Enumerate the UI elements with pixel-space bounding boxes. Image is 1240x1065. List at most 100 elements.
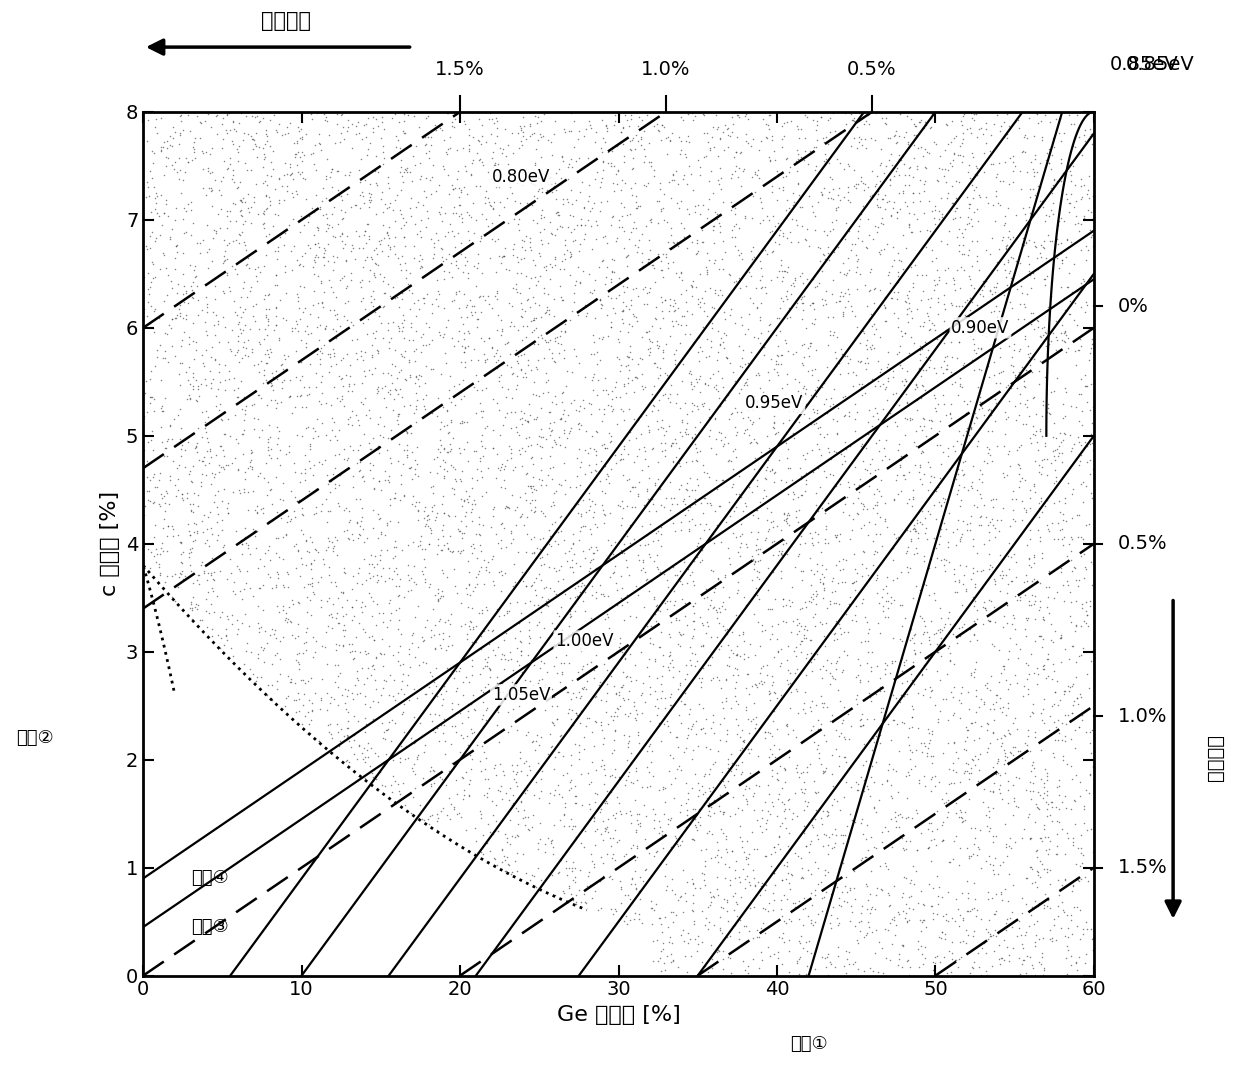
Point bbox=[619, 118, 639, 135]
Point bbox=[898, 563, 918, 580]
Point bbox=[1037, 765, 1056, 782]
Point bbox=[998, 651, 1018, 668]
Point bbox=[572, 216, 591, 233]
Point bbox=[525, 374, 544, 391]
Point bbox=[676, 594, 696, 611]
Point bbox=[572, 217, 591, 234]
Point bbox=[403, 331, 423, 348]
Point bbox=[915, 141, 935, 158]
Point bbox=[910, 318, 930, 335]
Point bbox=[693, 617, 713, 634]
Point bbox=[1027, 406, 1047, 423]
Point bbox=[660, 327, 680, 344]
Point bbox=[611, 310, 631, 327]
Point bbox=[745, 675, 765, 692]
Point bbox=[594, 735, 614, 752]
Point bbox=[527, 409, 547, 426]
Point bbox=[1075, 603, 1095, 620]
Point bbox=[570, 715, 590, 732]
Point bbox=[672, 626, 692, 643]
Point bbox=[812, 130, 832, 147]
Point bbox=[858, 211, 878, 228]
Point bbox=[708, 569, 728, 586]
Point bbox=[275, 263, 295, 280]
Point bbox=[327, 590, 347, 607]
Point bbox=[883, 760, 903, 777]
Point bbox=[750, 252, 770, 269]
Point bbox=[718, 387, 738, 404]
Point bbox=[248, 497, 268, 514]
Point bbox=[875, 289, 895, 306]
Point bbox=[836, 441, 856, 458]
Point bbox=[758, 559, 777, 576]
Point bbox=[810, 252, 830, 269]
Point bbox=[800, 836, 820, 853]
Point bbox=[613, 510, 632, 527]
Point bbox=[640, 515, 660, 532]
Point bbox=[419, 579, 439, 596]
Point bbox=[739, 478, 759, 495]
Point bbox=[253, 576, 273, 593]
Point bbox=[904, 626, 924, 643]
Point bbox=[668, 635, 688, 652]
Point bbox=[889, 905, 909, 922]
Point bbox=[470, 449, 490, 466]
Point bbox=[760, 315, 780, 332]
Point bbox=[844, 395, 864, 412]
Point bbox=[1025, 814, 1045, 831]
Point bbox=[910, 114, 930, 131]
Point bbox=[206, 108, 226, 125]
Point bbox=[663, 233, 683, 250]
Point bbox=[830, 288, 849, 305]
Point bbox=[743, 239, 763, 256]
Point bbox=[655, 908, 675, 925]
Point bbox=[508, 828, 528, 845]
Point bbox=[227, 343, 247, 360]
Point bbox=[1034, 897, 1054, 914]
Point bbox=[980, 282, 999, 299]
Point bbox=[951, 436, 971, 453]
Point bbox=[899, 299, 919, 316]
Point bbox=[484, 440, 503, 457]
Point bbox=[339, 703, 358, 720]
Point bbox=[998, 866, 1018, 883]
Point bbox=[768, 192, 787, 209]
Point bbox=[502, 797, 522, 814]
Point bbox=[582, 217, 601, 234]
Point bbox=[1071, 386, 1091, 403]
Point bbox=[1075, 433, 1095, 450]
Point bbox=[522, 197, 542, 214]
Point bbox=[186, 342, 206, 359]
Point bbox=[966, 907, 986, 924]
Point bbox=[155, 293, 175, 310]
Point bbox=[134, 264, 154, 281]
Point bbox=[613, 678, 632, 695]
Point bbox=[893, 674, 913, 691]
Point bbox=[1035, 106, 1055, 124]
Point bbox=[321, 358, 341, 375]
Point bbox=[875, 510, 895, 527]
Point bbox=[899, 282, 919, 299]
Point bbox=[1065, 215, 1085, 232]
Point bbox=[655, 118, 675, 135]
Point bbox=[476, 211, 496, 228]
Point bbox=[578, 444, 598, 461]
Point bbox=[552, 621, 572, 638]
Point bbox=[233, 339, 253, 356]
Point bbox=[680, 522, 699, 539]
Point bbox=[904, 700, 924, 717]
Point bbox=[836, 606, 856, 623]
Point bbox=[196, 186, 216, 203]
Point bbox=[300, 591, 320, 608]
Point bbox=[985, 711, 1004, 728]
Point bbox=[184, 377, 203, 394]
Point bbox=[598, 608, 618, 625]
Point bbox=[983, 723, 1003, 740]
Point bbox=[515, 242, 534, 259]
Point bbox=[926, 276, 946, 293]
Point bbox=[670, 399, 689, 416]
Point bbox=[316, 190, 336, 207]
Point bbox=[167, 307, 187, 324]
Point bbox=[754, 915, 774, 932]
Point bbox=[780, 911, 800, 928]
